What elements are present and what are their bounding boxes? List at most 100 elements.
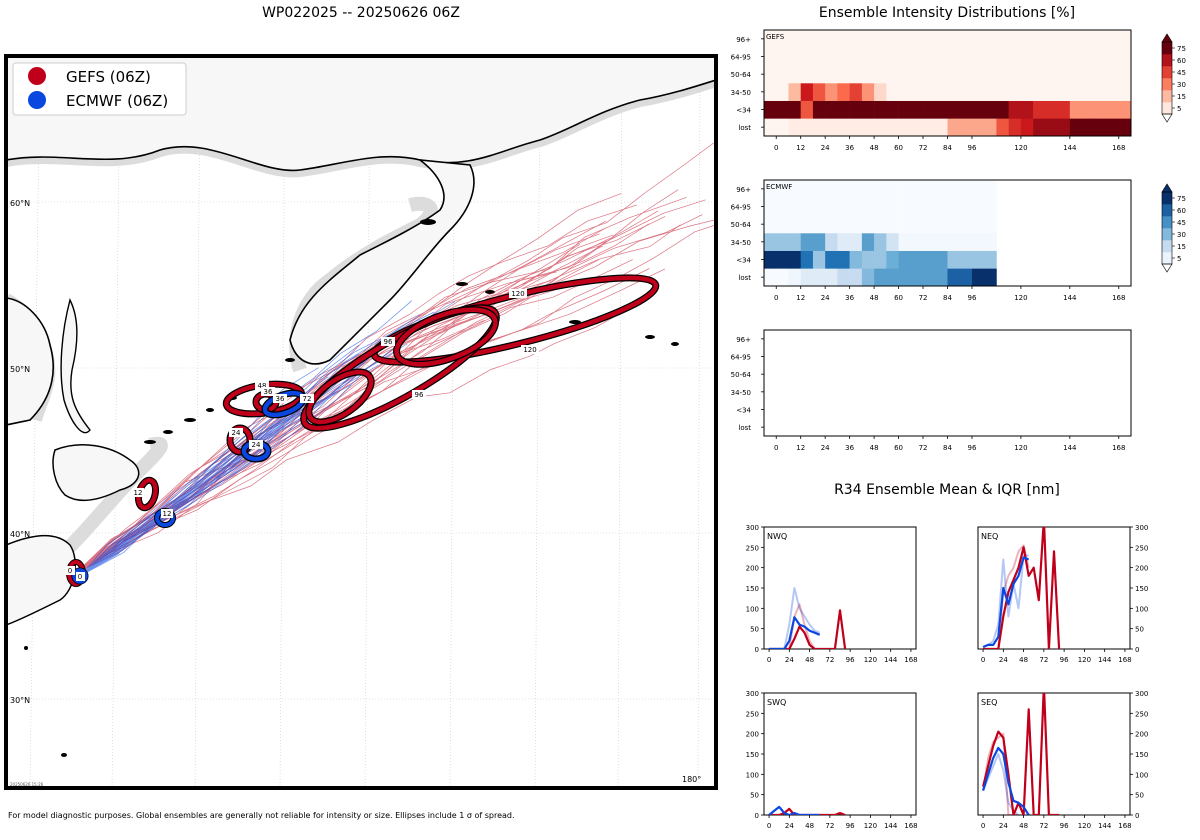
y-tick-label: 300 <box>746 524 759 532</box>
y-tick-label: 50 <box>1135 792 1144 800</box>
heatmap-cell <box>849 180 863 198</box>
heatmap-cell <box>923 215 948 234</box>
heatmap-cell <box>886 197 899 216</box>
heatmap-cell <box>812 65 826 84</box>
x-tick-label: 96 <box>1060 656 1069 664</box>
gefs-track <box>75 290 658 574</box>
r34-title: R34 Ensemble Mean & IQR [nm] <box>834 482 1060 498</box>
r34-ecmwf-mean-line <box>982 556 1030 649</box>
x-tick-label: 84 <box>943 294 952 302</box>
map-legend: GEFS (06Z) ECMWF (06Z) <box>12 62 187 116</box>
x-tick-label: 36 <box>845 294 854 302</box>
heatmap-cell <box>849 233 863 251</box>
colorbar-segment <box>1162 78 1172 91</box>
x-tick-label: 144 <box>1098 822 1112 830</box>
heatmap-empty: lost <34 34-50 50-64 64-95 96+ 0 12 24 36 48 60 72 84… <box>731 329 1132 452</box>
heatmap-cell <box>812 118 826 137</box>
r34-panel-neq: NEQ 0 24 48 72 96 120 144 168 0 50 100 150 200 250 300 <box>977 524 1148 664</box>
heatmap-cell <box>971 118 997 137</box>
x-tick-label: 96 <box>846 822 855 830</box>
heatmap-cell <box>788 250 801 269</box>
heatmap-cell <box>1033 83 1071 101</box>
y-tick-label: <34 <box>736 407 751 415</box>
lat-labels: 60°N 50°N 40°N 30°N <box>10 199 30 705</box>
colorbar-frame <box>1161 191 1173 265</box>
lon-label-180: 180° <box>682 775 701 784</box>
heatmap-cell <box>764 233 777 251</box>
x-tick-label: 96 <box>968 444 977 452</box>
heatmap-cell <box>947 65 973 84</box>
heatmap-cell <box>861 180 875 198</box>
x-tick-label: 144 <box>884 822 898 830</box>
heatmap-cell <box>947 47 973 66</box>
colorbar-tick-label: 5 <box>1177 105 1181 113</box>
y-tick-label: 50-64 <box>731 221 752 229</box>
x-tick-label: 0 <box>774 444 778 452</box>
gefs-label-36: 36 <box>264 388 273 396</box>
lat-label-30: 30°N <box>10 696 30 705</box>
heatmap-cell <box>812 268 826 287</box>
x-tick-label: 0 <box>767 656 771 664</box>
heatmap-cell <box>800 197 814 216</box>
colorbar-max-arrow <box>1161 183 1173 193</box>
gefs-label-72: 72 <box>303 395 312 403</box>
x-tick-label: 60 <box>894 294 903 302</box>
y-tick-label: 34-50 <box>731 239 751 247</box>
heatmap-cell <box>764 180 777 198</box>
gefs-track <box>75 199 706 574</box>
heatmap-cell <box>812 30 826 48</box>
heatmap-cell <box>800 233 814 251</box>
heatmap-cell <box>800 268 814 287</box>
heatmap-cell <box>947 233 973 251</box>
heatmap-cell <box>923 250 948 269</box>
gefs-label-24: 24 <box>232 429 241 437</box>
heatmap-cell <box>1008 47 1022 66</box>
heatmap-cell <box>764 250 777 269</box>
heatmap-cell <box>776 197 789 216</box>
x-tick-label: 120 <box>1078 656 1091 664</box>
heatmap-cell <box>971 65 997 84</box>
heatmap-cell <box>1069 100 1095 119</box>
heatmap-cell <box>947 268 973 287</box>
y-tick-label: 150 <box>1135 585 1148 593</box>
heatmap-cell <box>971 250 997 269</box>
y-tick-label: 50-64 <box>731 71 752 79</box>
heatmap-cell <box>800 180 814 198</box>
heatmap-cell <box>898 180 924 198</box>
x-tick-label: 144 <box>1063 144 1077 152</box>
gefs-label-96b: 96 <box>415 391 424 399</box>
heatmap-cell <box>1033 30 1071 48</box>
heatmap-cell <box>874 233 887 251</box>
x-tick-label: 0 <box>774 144 778 152</box>
r34-gefs-mean-line <box>769 609 847 649</box>
heatmap-cell <box>812 83 826 101</box>
heatmap-cell <box>849 30 863 48</box>
x-tick-label: 72 <box>919 144 928 152</box>
x-tick-label: 72 <box>919 294 928 302</box>
heatmap-cell <box>923 233 948 251</box>
heatmap-cell <box>874 268 887 287</box>
heatmap-cell <box>776 47 789 66</box>
colorbar-tick-label: 60 <box>1177 57 1186 65</box>
ellipse-hour-labels: 120 120 96 96 72 48 36 24 12 0 36 24 12 … <box>66 289 539 581</box>
ecmwf-track <box>79 353 359 577</box>
r34-panel-nwq: NWQ 0 24 48 72 96 120 144 168 0 50 100 150 200 250 300 <box>746 524 918 664</box>
colorbar-tick-label: 75 <box>1177 45 1186 53</box>
x-tick-label: 48 <box>1019 822 1028 830</box>
heatmap-cell <box>776 233 789 251</box>
heatmap-cell <box>812 233 826 251</box>
colorbar-min-arrow <box>1161 263 1173 273</box>
colorbar-tick-label: 75 <box>1177 195 1186 203</box>
y-tick-label: 0 <box>1135 646 1139 654</box>
heatmap-cell <box>800 118 814 137</box>
x-tick-label: 24 <box>999 656 1008 664</box>
heatmap-cell <box>1008 118 1022 137</box>
x-tick-label: 12 <box>796 144 805 152</box>
heatmap-cell <box>800 100 814 119</box>
colorbar-tick-label: 45 <box>1177 219 1186 227</box>
heatmap-cell <box>764 47 777 66</box>
x-tick-label: 168 <box>1118 822 1131 830</box>
legend-marker-gefs <box>28 67 46 85</box>
y-tick-label: 200 <box>1135 565 1148 573</box>
